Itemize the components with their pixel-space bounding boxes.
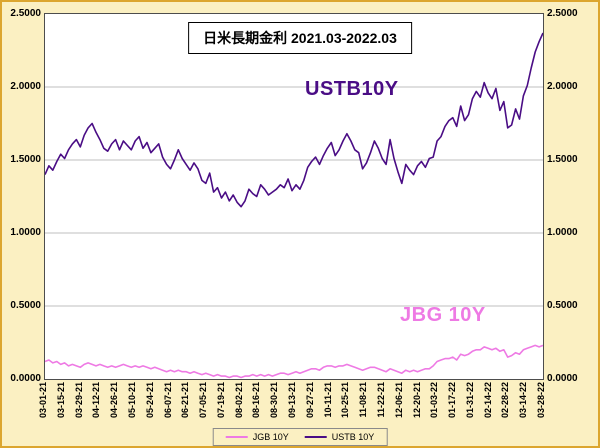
x-axis-tick-label: 03-28-22 — [536, 382, 546, 419]
legend-item-ustb: USTB 10Y — [304, 432, 375, 442]
x-axis-tick-label: 07-19-21 — [215, 382, 226, 419]
x-axis-tick-label: 01-31-22 — [464, 382, 475, 419]
x-axis-tick-label: 09-13-21 — [287, 382, 297, 419]
y-axis-tick-label: 2.0000 — [547, 81, 578, 92]
y-axis-tick-label: 2.0000 — [10, 81, 41, 92]
x-axis-tick-label: 05-10-21 — [126, 382, 137, 419]
x-axis-tick-label: 02-28-22 — [500, 382, 511, 419]
x-axis-tick-label: 07-05-21 — [198, 382, 209, 419]
legend-label-jgb: JGB 10Y — [252, 432, 289, 442]
legend-label-ustb: USTB 10Y — [331, 432, 375, 442]
ustb-10y-line — [45, 32, 543, 208]
x-axis-tick-label: 03-15-21 — [55, 382, 66, 419]
y-axis-tick-label: 0.0000 — [10, 373, 41, 384]
x-axis-tick-label: 05-24-21 — [144, 382, 155, 419]
y-axis-tick-label: 1.0000 — [10, 227, 41, 238]
y-axis-tick-label: 2.5000 — [10, 8, 41, 19]
x-axis-tick-label: 03-29-21 — [73, 382, 84, 419]
x-axis-tick-label: 03-01-21 — [38, 382, 48, 419]
x-axis-tick-label: 03-14-22 — [518, 382, 529, 419]
x-axis-tick-label: 08-02-21 — [233, 382, 244, 419]
chart-svg — [45, 32, 543, 379]
x-axis-tick-label: 08-16-21 — [251, 382, 262, 419]
x-axis-tick-label: 01-03-22 — [429, 382, 440, 419]
x-axis-tick-label: 04-12-21 — [91, 382, 102, 419]
ustb-series-label: USTB10Y — [305, 78, 399, 100]
y-axis-tick-label: 0.5000 — [547, 300, 578, 311]
x-axis-tick-label: 08-30-21 — [269, 382, 280, 419]
plot-area — [44, 13, 544, 380]
y-axis-tick-label: 0.5000 — [10, 300, 41, 311]
x-axis-tick-label: 12-06-21 — [393, 382, 404, 419]
jgb-10y-line — [45, 344, 543, 379]
chart-title-box: 日米長期金利 2021.03-2022.03 — [188, 22, 412, 54]
y-axis-tick-label: 0.0000 — [547, 373, 578, 384]
y-axis-tick-label: 1.5000 — [547, 154, 578, 165]
y-axis-tick-label: 1.0000 — [547, 227, 578, 238]
chart-title: 日米長期金利 2021.03-2022.03 — [203, 30, 397, 46]
x-axis-tick-label: 10-25-21 — [340, 382, 351, 419]
x-axis-tick-label: 04-26-21 — [109, 382, 120, 419]
legend: JGB 10Y USTB 10Y — [212, 428, 388, 446]
legend-item-jgb: JGB 10Y — [225, 432, 289, 442]
x-axis-tick-label: 02-14-22 — [482, 382, 493, 419]
jgb-series-label: JBG 10Y — [400, 304, 486, 326]
x-axis-tick-label: 12-20-21 — [411, 382, 422, 419]
jgb-line-swatch — [225, 436, 248, 438]
y-axis-tick-label: 1.5000 — [10, 154, 41, 165]
ustb-line-swatch — [304, 436, 327, 438]
x-axis-tick-label: 11-08-21 — [358, 382, 369, 418]
y-axis-tick-label: 2.5000 — [547, 8, 578, 19]
x-axis-tick-label: 09-27-21 — [304, 382, 315, 419]
x-axis-tick-label: 10-11-21 — [322, 382, 333, 418]
x-axis-tick-label: 06-07-21 — [162, 382, 173, 419]
x-axis-tick-label: 11-22-21 — [375, 382, 386, 418]
x-axis-tick-label: 06-21-21 — [180, 382, 191, 419]
x-axis-tick-label: 01-17-22 — [447, 382, 458, 419]
